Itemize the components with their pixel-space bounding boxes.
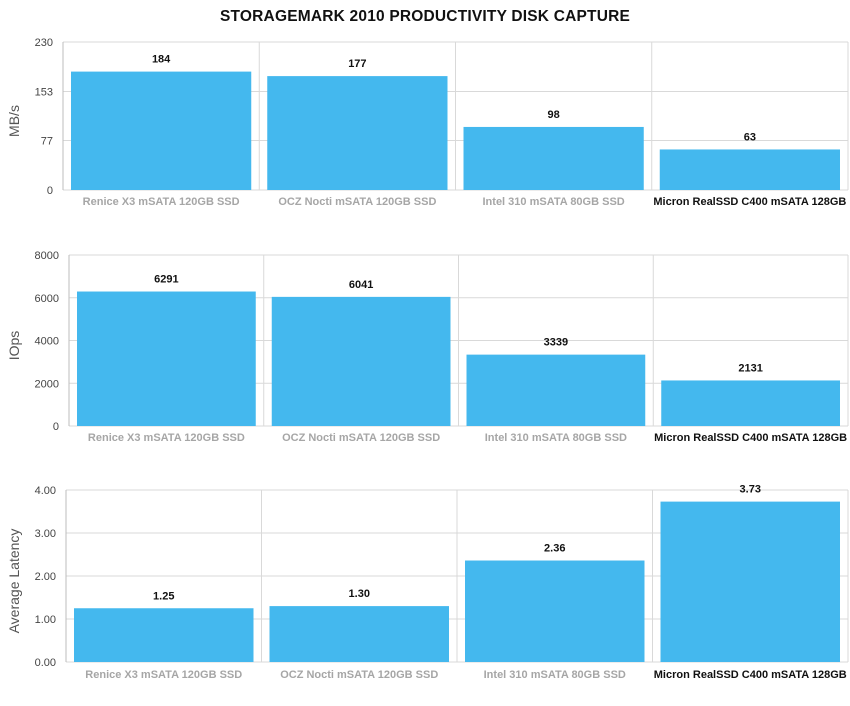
bar: [271, 296, 451, 426]
bar: [660, 501, 840, 662]
bar: [269, 606, 449, 662]
y-tick-label: 2.00: [35, 571, 56, 583]
y-axis-title: Average Latency: [6, 529, 22, 634]
y-tick-label: 1.00: [35, 614, 56, 626]
y-tick-label: 2000: [35, 378, 59, 390]
bar: [74, 608, 254, 662]
category-label: Intel 310 mSATA 80GB SSD: [483, 196, 625, 208]
bar: [77, 291, 256, 426]
y-tick-label: 4.00: [35, 485, 56, 497]
bar-value-label: 1.25: [153, 590, 174, 602]
bar-value-label: 2131: [738, 362, 762, 374]
y-axis-title: MB/s: [6, 105, 22, 137]
category-label: Micron RealSSD C400 mSATA 128GB: [653, 196, 846, 208]
y-tick-label: 8000: [35, 250, 59, 262]
bar-value-label: 63: [744, 131, 756, 143]
category-label: Micron RealSSD C400 mSATA 128GB: [654, 432, 847, 444]
y-tick-label: 77: [41, 135, 53, 147]
bar-value-label: 184: [152, 54, 171, 66]
y-tick-label: 3.00: [35, 528, 56, 540]
y-tick-label: 0: [47, 185, 53, 197]
y-tick-label: 0: [53, 421, 59, 433]
y-tick-label: 153: [35, 87, 53, 99]
bar-value-label: 177: [348, 58, 366, 70]
category-label: OCZ Nocti mSATA 120GB SSD: [280, 669, 438, 681]
category-label: OCZ Nocti mSATA 120GB SSD: [278, 196, 436, 208]
y-tick-label: 4000: [35, 336, 59, 348]
bar: [465, 560, 645, 662]
bar: [659, 149, 840, 190]
category-label: Micron RealSSD C400 mSATA 128GB: [654, 669, 847, 681]
bar: [466, 354, 646, 426]
bar-value-label: 1.30: [349, 588, 370, 600]
bar-value-label: 3.73: [740, 484, 761, 496]
category-label: Renice X3 mSATA 120GB SSD: [85, 669, 242, 681]
category-label: OCZ Nocti mSATA 120GB SSD: [282, 432, 440, 444]
category-label: Intel 310 mSATA 80GB SSD: [484, 669, 626, 681]
bar: [267, 76, 448, 190]
y-tick-label: 230: [35, 37, 53, 49]
bar: [463, 126, 644, 190]
y-tick-label: 6000: [35, 293, 59, 305]
bar-value-label: 3339: [544, 337, 568, 349]
y-axis-title: IOps: [6, 331, 22, 361]
category-label: Renice X3 mSATA 120GB SSD: [88, 432, 245, 444]
bar-value-label: 2.36: [544, 543, 565, 555]
bar: [71, 71, 252, 190]
bar-value-label: 6041: [349, 279, 373, 291]
chart-title: STORAGEMARK 2010 PRODUCTIVITY DISK CAPTU…: [219, 8, 631, 25]
category-label: Intel 310 mSATA 80GB SSD: [485, 432, 627, 444]
bar: [661, 380, 840, 426]
y-tick-label: 0.00: [35, 657, 56, 669]
bar-value-label: 6291: [154, 274, 178, 286]
category-label: Renice X3 mSATA 120GB SSD: [83, 196, 240, 208]
bar-value-label: 98: [548, 109, 560, 121]
